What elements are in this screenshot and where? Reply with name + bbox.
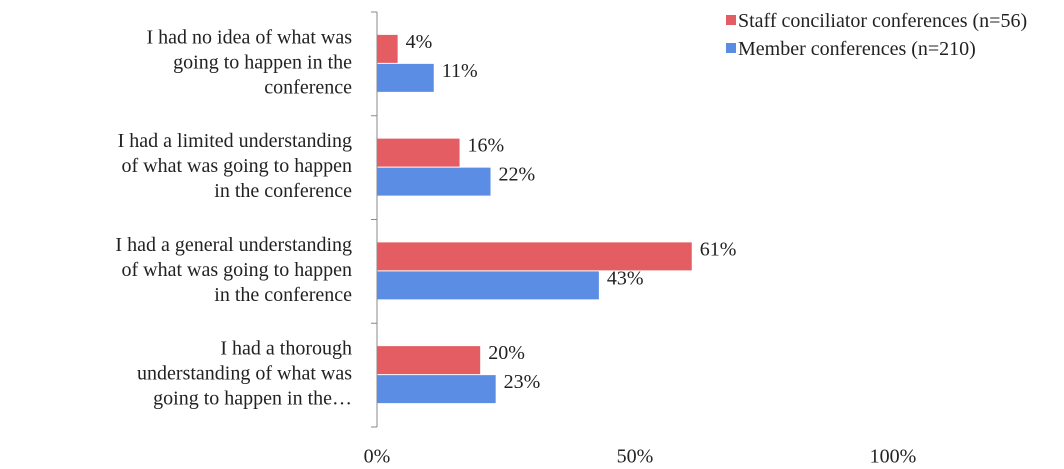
value-label: 11%: [442, 60, 478, 82]
y-tick-label: of what was going to happen: [121, 155, 352, 177]
bar: [377, 242, 692, 271]
value-label: 61%: [700, 238, 737, 260]
legend-item: Member conferences (n=210): [726, 36, 1061, 62]
y-tick-label: I had a limited understanding: [118, 130, 352, 152]
bar: [377, 271, 599, 300]
legend: Staff conciliator conferences (n=56) Memb…: [726, 8, 1061, 64]
y-tick-label: I had no idea of what was: [147, 26, 353, 48]
legend-swatch: [726, 43, 736, 53]
y-tick-label: going to happen in the…: [153, 388, 352, 410]
legend-swatch: [726, 15, 736, 25]
y-tick-label: in the conference: [214, 284, 352, 306]
y-tick-label: understanding of what was: [137, 363, 352, 385]
legend-label: Member conferences (n=210): [738, 38, 976, 60]
bar: [377, 138, 460, 167]
bar: [377, 63, 434, 92]
y-tick-label: conference: [264, 76, 352, 98]
value-label: 22%: [499, 164, 536, 186]
bar: [377, 34, 398, 63]
x-tick-label: 100%: [870, 446, 917, 468]
y-tick-label: I had a general understanding: [115, 234, 352, 256]
value-label: 4%: [406, 31, 433, 53]
legend-item: Staff conciliator conferences (n=56): [726, 8, 1061, 34]
x-tick-label: 0%: [364, 446, 391, 468]
legend-label: Staff conciliator conferences (n=56): [738, 10, 1028, 32]
y-tick-label: of what was going to happen: [121, 259, 352, 281]
value-label: 16%: [468, 135, 505, 157]
value-label: 20%: [488, 342, 525, 364]
value-label: 43%: [607, 267, 644, 289]
y-tick-label: in the conference: [214, 180, 352, 202]
x-tick-label: 50%: [617, 446, 654, 468]
bar: [377, 375, 496, 404]
y-tick-label: I had a thorough: [220, 338, 352, 360]
bar: [377, 346, 481, 375]
y-tick-label: going to happen in the: [173, 51, 352, 73]
bar: [377, 167, 491, 196]
value-label: 23%: [504, 371, 541, 393]
